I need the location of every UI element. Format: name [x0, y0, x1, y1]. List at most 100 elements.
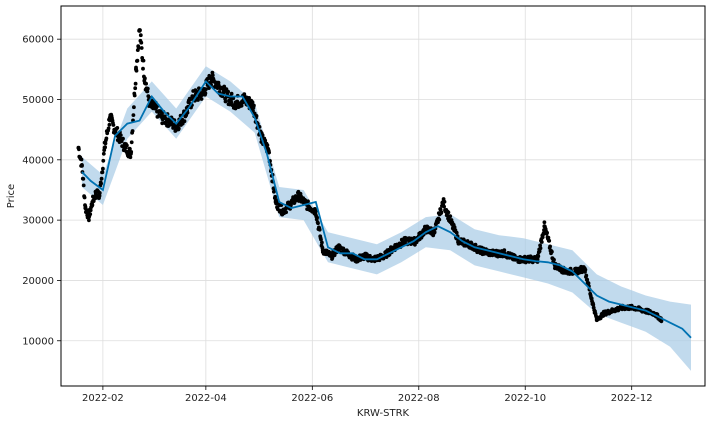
observed-point [315, 215, 319, 220]
observed-point [167, 118, 172, 123]
observed-point [329, 254, 334, 259]
y-tick-label: 10000 [22, 336, 54, 347]
x-tick-label: 2022-06 [291, 393, 333, 404]
observed-point [118, 133, 123, 138]
observed-point [550, 249, 554, 254]
observed-point [139, 46, 144, 50]
observed-point [104, 136, 109, 141]
observed-point [204, 87, 208, 92]
observed-point [284, 210, 288, 215]
observed-point [101, 158, 106, 163]
observed-point [129, 140, 134, 145]
observed-point [128, 151, 133, 156]
observed-point [589, 296, 594, 301]
observed-point [153, 106, 158, 111]
observed-point [101, 166, 105, 171]
observed-point [97, 194, 102, 198]
observed-point [210, 73, 215, 78]
observed-point [79, 157, 84, 162]
y-tick-label: 30000 [22, 216, 54, 227]
observed-point [552, 257, 556, 262]
observed-point [100, 170, 105, 175]
observed-point [273, 200, 278, 204]
observed-point [130, 129, 135, 133]
observed-point [79, 163, 84, 168]
observed-point [441, 200, 446, 204]
observed-point [107, 122, 112, 127]
observed-point [88, 208, 93, 213]
x-axis-ticks: 2022-02 2022-04 2022-06 2022-08 2022-10 2022-… [82, 386, 653, 404]
y-tick-label: 60000 [22, 35, 54, 46]
observed-point [83, 206, 88, 211]
observed-point [144, 81, 149, 86]
observed-point [280, 209, 285, 214]
observed-point [229, 100, 234, 105]
observed-point [621, 305, 625, 310]
observed-point [87, 218, 91, 223]
observed-point [586, 281, 591, 285]
observed-point [362, 254, 367, 259]
x-tick-label: 2022-12 [611, 393, 653, 404]
observed-point [423, 227, 428, 232]
observed-point [182, 119, 187, 124]
observed-point [392, 245, 397, 250]
x-tick-label: 2022-04 [185, 393, 227, 404]
observed-point [539, 240, 544, 244]
observed-point [133, 81, 138, 86]
observed-point [452, 225, 457, 230]
observed-point [584, 273, 589, 278]
observed-point [118, 136, 123, 141]
observed-point [128, 155, 133, 160]
uncertainty-band [81, 66, 691, 371]
forecast-line [81, 79, 692, 339]
x-axis-label: KRW-STRK [357, 408, 410, 419]
observed-point [137, 28, 142, 33]
observed-point [82, 195, 87, 200]
observed-point [266, 148, 271, 153]
observed-point [93, 191, 98, 195]
observed-point [196, 98, 200, 102]
observed-point [145, 89, 150, 94]
x-tick-label: 2022-10 [504, 393, 546, 404]
observed-point [594, 317, 599, 322]
observed-point [229, 91, 234, 96]
observed-point [134, 67, 138, 72]
observed-point [233, 100, 238, 105]
x-tick-label: 2022-02 [82, 393, 124, 404]
observed-point [136, 46, 141, 50]
observed-point [174, 124, 179, 129]
observed-point [402, 239, 407, 244]
observed-point [353, 257, 358, 262]
observed-point [251, 103, 255, 108]
observed-point [209, 76, 214, 81]
observed-point [465, 239, 470, 243]
observed-point [81, 183, 86, 188]
observed-point [99, 181, 103, 186]
observed-point [216, 82, 221, 87]
observed-point [123, 145, 128, 150]
observed-point [582, 266, 587, 271]
observed-point [306, 199, 310, 204]
observed-point [563, 269, 568, 274]
observed-point [239, 103, 244, 108]
observed-point [141, 58, 146, 63]
observed-point [538, 243, 542, 248]
observed-point [88, 212, 93, 217]
observed-point [90, 200, 95, 204]
observed-point [273, 194, 278, 199]
observed-point [265, 143, 270, 148]
observed-point [542, 220, 547, 225]
x-tick-label: 2022-08 [398, 393, 440, 404]
y-tick-label: 20000 [22, 276, 54, 287]
observed-point [432, 230, 437, 235]
observed-point [145, 86, 150, 91]
observed-point [148, 103, 152, 108]
observed-point [263, 138, 268, 143]
observed-point [131, 113, 136, 117]
observed-point [226, 89, 231, 94]
observed-point [536, 254, 541, 259]
observed-point [133, 86, 138, 91]
observed-point [313, 209, 318, 214]
observed-point [473, 242, 478, 247]
